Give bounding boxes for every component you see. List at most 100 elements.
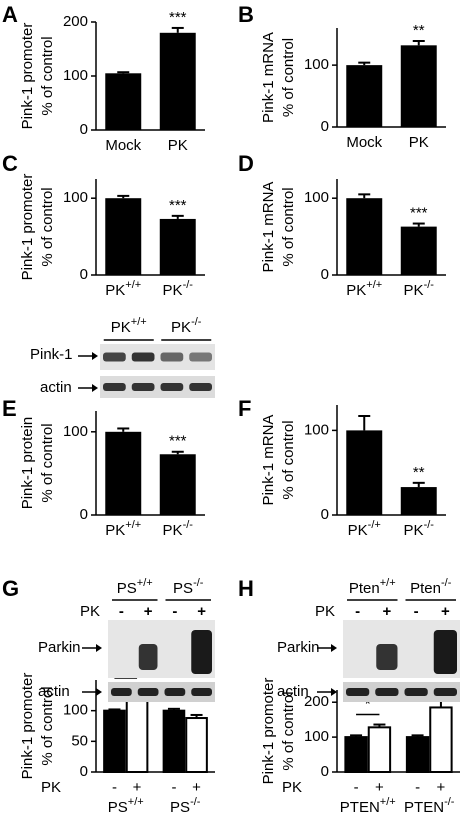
y-tick-label: 200 bbox=[304, 693, 329, 710]
sign: - bbox=[119, 603, 124, 620]
group-label: Pten-/- bbox=[410, 577, 452, 597]
y-axis-label: % of control bbox=[280, 420, 297, 499]
y-axis-label: Pink-1 promoter bbox=[19, 174, 36, 281]
bar bbox=[400, 45, 437, 128]
series-name: - bbox=[415, 779, 420, 796]
group-label: PS-/- bbox=[173, 577, 204, 597]
group-label: Pten+/+ bbox=[349, 577, 396, 597]
y-axis-label: % of control bbox=[39, 187, 56, 266]
row-label: Parkin bbox=[277, 639, 320, 656]
row-label: actin bbox=[277, 683, 309, 700]
blot-band bbox=[376, 644, 398, 670]
blot-band bbox=[131, 383, 155, 391]
series-name: + bbox=[375, 779, 384, 796]
arrow-head bbox=[331, 644, 337, 652]
series-name: + bbox=[192, 779, 201, 796]
y-axis-label: % of control bbox=[280, 38, 297, 117]
row-label: actin bbox=[38, 683, 70, 700]
series-name: - bbox=[354, 779, 359, 796]
x-tick-label: PK-/- bbox=[404, 519, 435, 539]
series-label: PK bbox=[282, 779, 302, 796]
significance: ** bbox=[423, 670, 435, 687]
row-label: Parkin bbox=[38, 639, 81, 656]
arrow-head bbox=[96, 688, 102, 696]
y-axis-label: Pink-1 mRNA bbox=[260, 32, 277, 123]
arrow-head bbox=[96, 644, 102, 652]
y-tick-label: 100 bbox=[63, 423, 88, 440]
group-label: PS+/+ bbox=[117, 577, 153, 597]
x-tick-label: PS+/+ bbox=[108, 796, 144, 816]
significance: ** bbox=[413, 22, 425, 39]
blot-band bbox=[111, 688, 132, 696]
y-tick-label: 50 bbox=[71, 732, 88, 749]
sign: + bbox=[441, 603, 450, 620]
row-label: actin bbox=[40, 379, 72, 396]
blot-band bbox=[404, 688, 428, 696]
row-label: Pink-1 bbox=[30, 346, 73, 363]
x-tick-label: Mock bbox=[105, 137, 141, 154]
x-tick-label: PK-/- bbox=[404, 279, 435, 299]
y-tick-label: 0 bbox=[80, 506, 88, 523]
lane-label: PK+/+ bbox=[111, 316, 147, 336]
blot-band bbox=[138, 644, 158, 670]
panel-letter: F bbox=[238, 396, 251, 421]
y-axis-label: % of control bbox=[280, 187, 297, 266]
blot-band bbox=[189, 352, 212, 362]
y-tick-label: 0 bbox=[321, 506, 329, 523]
bar bbox=[125, 692, 149, 774]
significance: ** bbox=[413, 464, 425, 481]
y-tick-label: 200 bbox=[63, 13, 88, 30]
x-tick-label: Mock bbox=[346, 134, 382, 151]
x-tick-label: PK bbox=[409, 134, 429, 151]
blot-band bbox=[103, 383, 126, 391]
arrow-head bbox=[331, 688, 337, 696]
series-label: PK bbox=[41, 779, 61, 796]
blot-band bbox=[191, 688, 212, 696]
bar bbox=[162, 709, 186, 774]
blot-band bbox=[433, 688, 457, 696]
sign: + bbox=[197, 603, 206, 620]
lane-label: PK-/- bbox=[171, 316, 202, 336]
blot-band bbox=[433, 630, 457, 674]
bar bbox=[105, 431, 142, 515]
significance: *** bbox=[169, 9, 187, 26]
x-tick-label: PK bbox=[168, 137, 188, 154]
y-axis-label: Pink-1 mRNA bbox=[260, 182, 277, 273]
y-tick-label: 100 bbox=[304, 189, 329, 206]
blot-band bbox=[160, 352, 184, 362]
y-tick-label: 0 bbox=[321, 763, 329, 780]
bar bbox=[159, 454, 196, 515]
x-tick-label: PK+/+ bbox=[105, 519, 141, 539]
y-axis-label: % of control bbox=[39, 423, 56, 502]
blot-band bbox=[131, 352, 155, 362]
arrow-head bbox=[92, 352, 98, 360]
significance: *** bbox=[169, 433, 187, 450]
row-label: PK bbox=[315, 603, 335, 620]
y-axis-label: Pink-1 protein bbox=[19, 417, 36, 510]
y-axis-label: % of control bbox=[39, 36, 56, 115]
blot-band bbox=[189, 383, 212, 391]
sign: - bbox=[355, 603, 360, 620]
blot-bg bbox=[100, 376, 215, 398]
series-name: + bbox=[133, 779, 142, 796]
blot-bg bbox=[343, 682, 460, 702]
bar bbox=[346, 65, 383, 127]
blot-band bbox=[137, 688, 159, 696]
x-tick-label: PTEN-/- bbox=[404, 796, 455, 816]
x-tick-label: PK+/+ bbox=[105, 279, 141, 299]
y-tick-label: 100 bbox=[304, 728, 329, 745]
bar bbox=[159, 218, 196, 275]
y-axis-label: % of control bbox=[280, 691, 297, 770]
blot-band bbox=[164, 688, 186, 696]
significance: *** bbox=[169, 197, 187, 214]
bar bbox=[405, 736, 430, 773]
y-axis-label: Pink-1 promoter bbox=[19, 23, 36, 130]
y-tick-label: 0 bbox=[321, 266, 329, 283]
blot-band bbox=[375, 688, 399, 696]
blot-bg bbox=[108, 682, 215, 702]
bar bbox=[105, 73, 142, 130]
sign: - bbox=[172, 603, 177, 620]
blot-band bbox=[346, 688, 370, 696]
blot-band bbox=[191, 630, 212, 674]
